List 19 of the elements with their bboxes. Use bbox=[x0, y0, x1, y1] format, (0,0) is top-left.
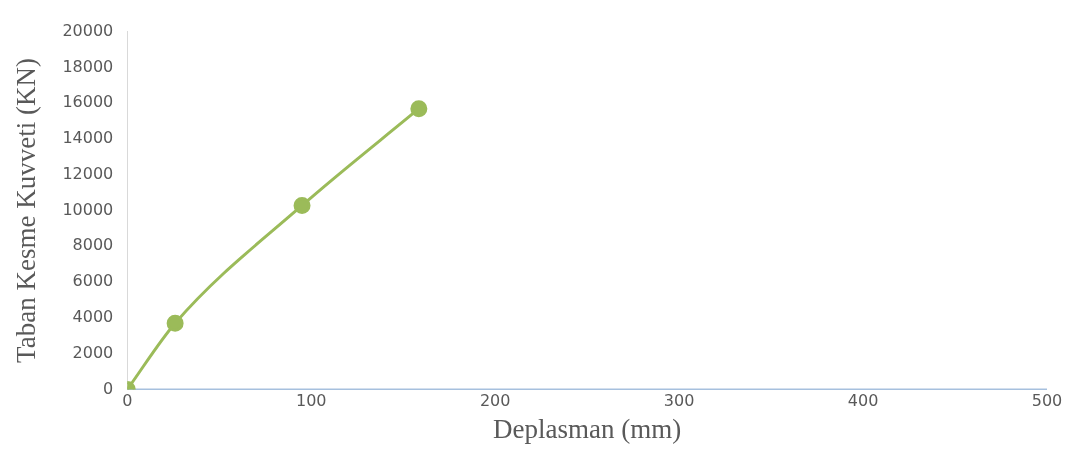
x-tick-label: 400 bbox=[847, 391, 879, 411]
x-tick-label: 500 bbox=[1031, 391, 1063, 411]
y-tick-label: 20000 bbox=[62, 20, 114, 40]
y-tick-label: 10000 bbox=[62, 199, 114, 219]
x-axis-title: Deplasman (mm) bbox=[493, 413, 682, 444]
x-tick-label: 200 bbox=[479, 391, 511, 411]
x-tick-label: 0 bbox=[122, 391, 133, 411]
y-axis-title: Taban Kesme Kuvveti (KN) bbox=[11, 58, 42, 363]
y-tick-label: 12000 bbox=[62, 163, 114, 183]
y-tick-label: 2000 bbox=[72, 342, 114, 362]
y-tick-label: 14000 bbox=[62, 128, 114, 148]
x-tick-label: 300 bbox=[663, 391, 695, 411]
y-tick-label: 16000 bbox=[62, 92, 114, 112]
y-tick-label: 6000 bbox=[72, 271, 114, 291]
x-tick-label: 100 bbox=[295, 391, 327, 411]
y-tick-label: 18000 bbox=[62, 56, 114, 76]
y-tick-label: 4000 bbox=[72, 307, 114, 326]
y-tick-label: 8000 bbox=[72, 235, 114, 255]
y-tick-label: 0 bbox=[103, 378, 114, 398]
